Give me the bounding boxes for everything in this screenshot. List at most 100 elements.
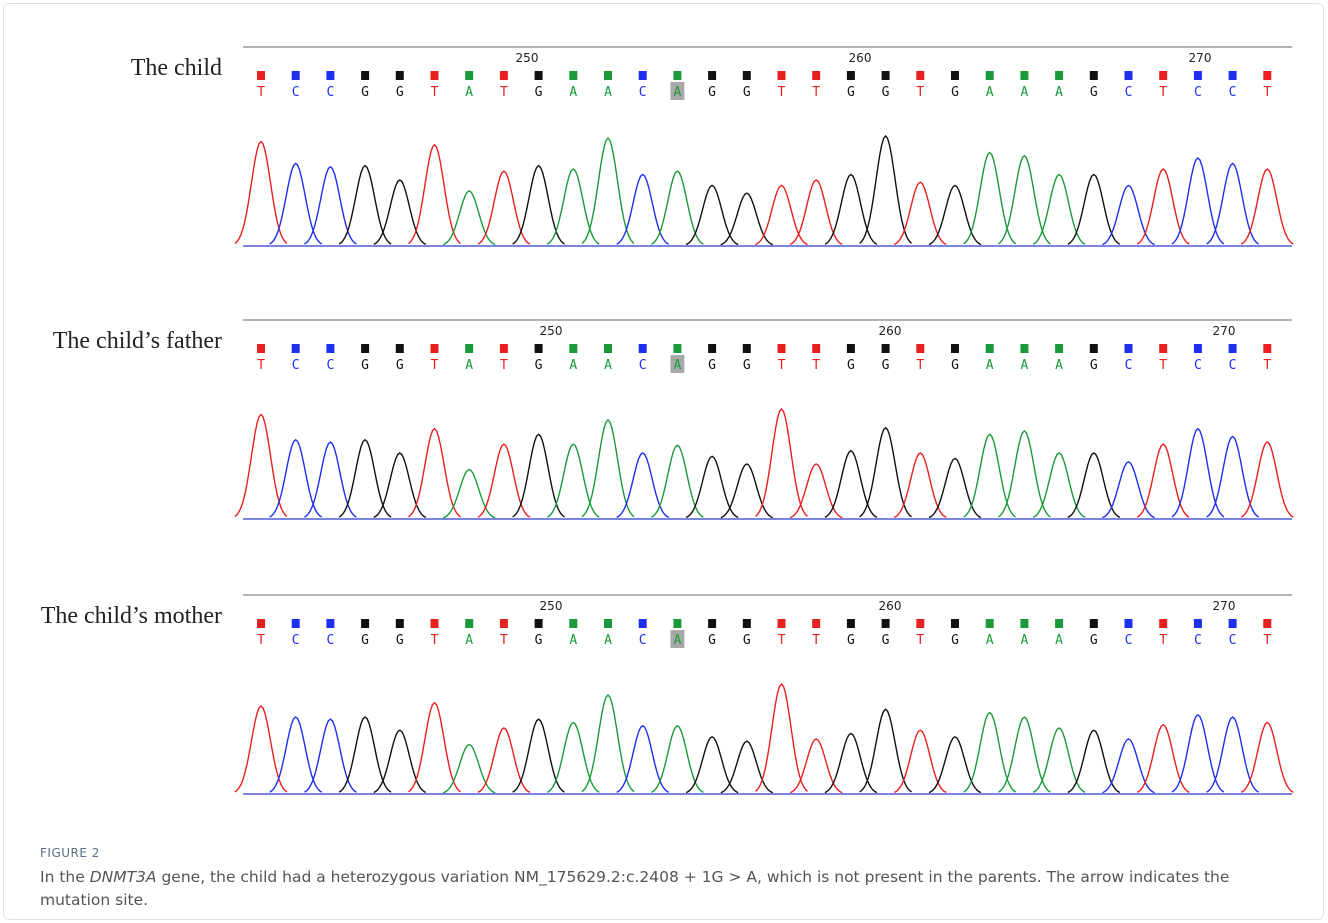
- quality-marker: [951, 71, 959, 80]
- trace-peak: [1033, 728, 1085, 792]
- quality-marker: [604, 344, 612, 353]
- trace-peak: [513, 434, 565, 517]
- figure-number: FIGURE 2: [40, 846, 100, 860]
- base-call: A: [569, 633, 577, 648]
- base-call: T: [500, 358, 508, 373]
- trace-peak: [894, 453, 946, 517]
- base-call: A: [465, 85, 473, 100]
- quality-marker: [882, 344, 890, 353]
- quality-marker: [326, 619, 334, 628]
- base-call: T: [431, 633, 439, 648]
- frame: [4, 4, 1324, 920]
- base-call: G: [951, 85, 959, 100]
- quality-marker: [847, 619, 855, 628]
- base-call: C: [1229, 633, 1237, 648]
- trace-peak: [1033, 175, 1085, 245]
- quality-marker: [986, 344, 994, 353]
- base-call: A: [1055, 85, 1063, 100]
- quality-marker: [396, 71, 404, 80]
- base-call: T: [1159, 85, 1167, 100]
- base-call: G: [396, 633, 404, 648]
- trace-peak: [790, 739, 842, 793]
- trace-peak: [860, 136, 912, 243]
- quality-marker: [604, 619, 612, 628]
- base-call: T: [778, 633, 786, 648]
- quality-marker: [257, 619, 265, 628]
- base-call: A: [465, 633, 473, 648]
- trace-peak: [1172, 158, 1224, 244]
- quality-marker: [673, 71, 681, 80]
- base-call: C: [1194, 85, 1202, 100]
- trace-peak: [964, 434, 1016, 517]
- quality-marker: [986, 619, 994, 628]
- quality-marker: [292, 71, 300, 80]
- base-call: T: [1263, 358, 1271, 373]
- sample-label: The child’s mother: [41, 603, 222, 629]
- trace-peak: [929, 737, 981, 793]
- quality-marker: [361, 344, 369, 353]
- base-call: G: [361, 633, 369, 648]
- quality-marker: [847, 344, 855, 353]
- trace-peak: [270, 164, 322, 245]
- base-call: T: [1159, 358, 1167, 373]
- quality-marker: [257, 344, 265, 353]
- base-call: T: [431, 85, 439, 100]
- base-call: C: [1194, 358, 1202, 373]
- trace-peak: [270, 440, 322, 517]
- trace-peak: [617, 726, 669, 793]
- base-call: T: [257, 358, 265, 373]
- trace-peak: [756, 186, 808, 245]
- base-call: G: [882, 633, 890, 648]
- quality-marker: [1194, 344, 1202, 353]
- gene-name: DNMT3A: [90, 868, 157, 886]
- quality-marker: [257, 71, 265, 80]
- trace-peak: [1207, 164, 1259, 245]
- trace-peak: [964, 713, 1016, 793]
- quality-marker: [465, 71, 473, 80]
- position-number: 260: [849, 51, 872, 65]
- quality-marker: [778, 619, 786, 628]
- base-call: G: [882, 85, 890, 100]
- trace-peak: [894, 730, 946, 792]
- trace-peak: [582, 138, 634, 243]
- base-call: G: [535, 633, 543, 648]
- trace-peak: [443, 191, 495, 245]
- base-call: A: [986, 85, 994, 100]
- quality-marker: [500, 619, 508, 628]
- base-call: A: [1020, 358, 1028, 373]
- base-call: C: [326, 633, 334, 648]
- trace-peak: [547, 444, 599, 517]
- quality-marker: [396, 619, 404, 628]
- quality-marker: [1263, 619, 1271, 628]
- quality-marker: [1125, 71, 1133, 80]
- base-call: C: [292, 85, 300, 100]
- quality-marker: [986, 71, 994, 80]
- trace-peak: [374, 180, 426, 244]
- position-number: 260: [879, 599, 902, 613]
- base-call: G: [708, 85, 716, 100]
- quality-marker: [500, 71, 508, 80]
- quality-marker: [743, 619, 751, 628]
- chromatograms: The child250260270TCCGGTATGAACAGGTTGGTGA…: [0, 0, 1328, 923]
- trace-peak: [409, 429, 461, 517]
- quality-marker: [535, 619, 543, 628]
- base-call: A: [673, 85, 681, 100]
- quality-marker: [812, 344, 820, 353]
- base-call: G: [743, 85, 751, 100]
- quality-marker: [1125, 619, 1133, 628]
- base-call: G: [708, 633, 716, 648]
- trace-peak: [1207, 437, 1259, 518]
- trace-peak: [374, 730, 426, 792]
- base-call: A: [569, 358, 577, 373]
- quality-marker: [778, 71, 786, 80]
- figure: The child250260270TCCGGTATGAACAGGTTGGTGA…: [0, 0, 1328, 923]
- trace-peak: [756, 409, 808, 516]
- position-number: 270: [1213, 599, 1236, 613]
- base-call: A: [1055, 358, 1063, 373]
- quality-marker: [292, 619, 300, 628]
- trace-peak: [1241, 442, 1293, 517]
- base-call: T: [1263, 85, 1271, 100]
- base-call: G: [361, 85, 369, 100]
- trace-peak: [304, 719, 356, 792]
- quality-marker: [812, 619, 820, 628]
